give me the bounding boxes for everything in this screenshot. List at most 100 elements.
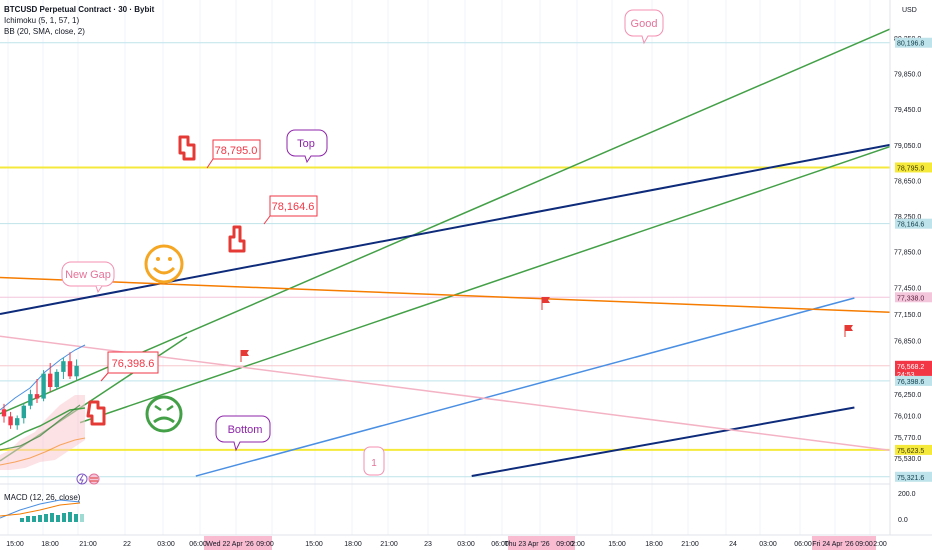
flag-icon [844,325,853,337]
price-label-78795-text: 78,795.0 [215,145,258,157]
x-tick-label: 21:00 [79,541,97,548]
price-badge: 75,321.6 [895,471,932,482]
y-tick-label: 77,450.0 [894,285,921,292]
x-tick-label: 2:00 [571,541,585,548]
candle [41,370,46,402]
svg-text:77,338.0: 77,338.0 [897,295,924,302]
smiley-face-icon [144,244,184,284]
x-tick-label: Fri 24 Apr '26 [812,541,854,548]
candle [74,359,79,380]
candle [48,362,53,392]
x-tick-label: 15:00 [6,541,24,548]
x-tick-label: 09:00 [256,541,274,548]
svg-text:80,196.8: 80,196.8 [897,41,924,48]
trend-line-0 [0,28,891,415]
bottom-callout[interactable]: Bottom [215,415,271,452]
macd-tick-label: 0.0 [898,517,908,524]
x-tick-label: 03:00 [457,541,475,548]
svg-text:78,164.6: 78,164.6 [897,222,924,229]
candle [15,415,20,430]
frown-face-icon [145,395,183,433]
x-tick-label: 22 [123,541,131,548]
x-tick-label: Thu 23 Apr '26 [504,541,549,548]
price-badge: 76,398.6 [895,375,932,386]
trend-line-4 [471,406,855,478]
chart-title: BTCUSD Perpetual Contract · 30 · Bybit [4,5,155,14]
y-tick-label: 79,450.0 [894,107,921,114]
one-label: 1 [371,458,377,469]
x-tick-label: 03:00 [759,541,777,548]
currency-label: USD [902,7,917,14]
price-axis: 80,250.079,850.079,450.079,050.078,650.0… [889,0,932,550]
new-gap-callout[interactable]: New Gap [61,261,115,294]
candle [61,357,66,379]
svg-text:75,321.6: 75,321.6 [897,475,924,482]
candle [34,378,40,404]
x-tick-label: 18:00 [41,541,59,548]
hand-pointer-icon [228,225,246,253]
candle [54,369,59,390]
flag-icon [240,350,249,362]
x-tick-label: 09:00 [855,541,873,548]
hand-pointer-icon [86,400,106,426]
candle [21,403,26,424]
indicator-bollinger[interactable]: BB (20, SMA, close, 2) [4,27,85,36]
price-label-76398[interactable]: 76,398.6 [100,351,159,382]
x-tick-label: 21:00 [681,541,699,548]
candlestick-series [1,352,79,430]
x-tick-label: 03:00 [157,541,175,548]
x-tick-label: 18:00 [344,541,362,548]
chart-grid [7,0,871,535]
macd-histogram [20,512,84,522]
trend-line-5 [195,297,855,477]
svg-text:24:53: 24:53 [897,372,915,379]
x-tick-label: 06:00 [794,541,812,548]
x-tick-label: 2:00 [873,541,887,548]
price-badge: 80,196.8 [895,37,932,48]
horizontal-levels [0,42,890,478]
trend-line-3 [0,143,891,315]
x-tick-label: 15:00 [608,541,626,548]
x-tick-label: 06:00 [189,541,207,548]
us-flag-event-icon[interactable] [88,473,100,485]
svg-text:78,795.9: 78,795.9 [897,165,924,172]
candle [1,403,7,423]
macd-legend[interactable]: MACD (12, 26, close) [4,493,81,502]
y-tick-label: 76,010.0 [894,413,921,420]
trend-lines [0,28,891,478]
x-tick-label: 18:00 [645,541,663,548]
hand-pointer-icon [178,135,196,161]
price-label-78795[interactable]: 78,795.0 [206,139,261,169]
y-tick-label: 79,850.0 [894,72,921,79]
flag-icon [541,297,550,310]
macd-pane [0,483,890,522]
y-tick-label: 75,770.0 [894,435,921,442]
price-badge: 77,338.0 [895,292,932,303]
y-tick-label: 77,150.0 [894,312,921,319]
good-label: Good [631,18,658,30]
svg-text:76,398.6: 76,398.6 [897,379,924,386]
y-tick-label: 79,050.0 [894,143,921,150]
indicator-ichimoku[interactable]: Ichimoku (5, 1, 57, 1) [4,16,80,25]
macd-tick-label: 200.0 [898,491,916,498]
price-label-76398-text: 76,398.6 [112,358,155,370]
x-tick-label: 21:00 [380,541,398,548]
one-callout[interactable]: 1 [363,446,385,476]
x-tick-label: 24 [729,541,737,548]
trend-line-1 [79,145,891,424]
y-tick-label: 76,850.0 [894,339,921,346]
y-tick-label: 77,850.0 [894,250,921,257]
x-tick-label: 15:00 [305,541,323,548]
x-tick-label: 06:00 [491,541,509,548]
top-callout[interactable]: Top [286,129,328,164]
x-tick-label: 23 [424,541,432,548]
lightning-event-icon[interactable] [76,473,88,485]
bottom-label: Bottom [228,424,263,436]
candle [28,389,33,410]
y-tick-label: 78,650.0 [894,178,921,185]
good-callout[interactable]: Good [624,9,664,45]
price-label-78164[interactable]: 78,164.6 [263,195,318,225]
price-badge: 76,568.224:53 [895,360,932,379]
price-badge: 78,164.6 [895,218,932,229]
